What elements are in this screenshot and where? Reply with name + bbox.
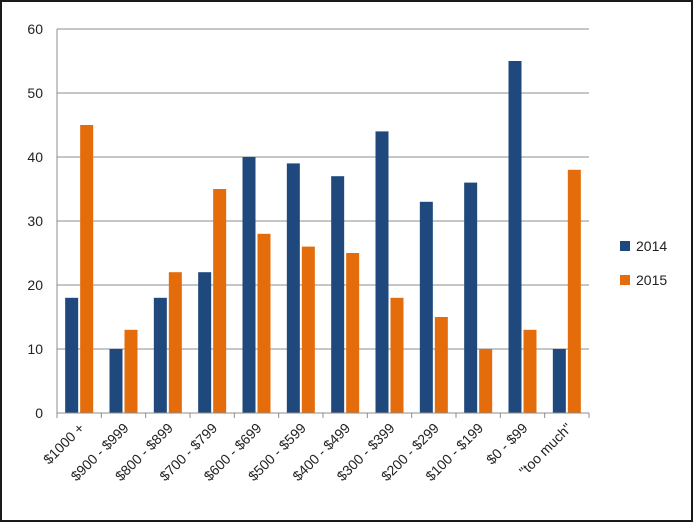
bar-2015-0 — [80, 125, 94, 413]
bar-2014-9 — [464, 182, 478, 413]
y-tick-label: 10 — [27, 341, 43, 357]
bar-2015-7 — [390, 297, 404, 413]
legend-label-2014: 2014 — [636, 238, 667, 254]
bar-2014-2 — [153, 297, 167, 413]
bar-2014-4 — [242, 157, 256, 413]
legend: 2014 2015 — [620, 238, 667, 288]
bar-2014-3 — [198, 272, 212, 413]
bar-2014-8 — [419, 201, 433, 413]
bar-2015-3 — [213, 189, 227, 413]
bar-2014-0 — [65, 297, 79, 413]
bar-2015-1 — [124, 329, 138, 413]
y-tick-label: 40 — [27, 149, 43, 165]
bar-2014-6 — [331, 176, 345, 413]
bar-2015-9 — [479, 349, 493, 413]
bar-2014-1 — [109, 349, 123, 413]
bar-2014-10 — [508, 61, 522, 413]
y-tick-label: 30 — [27, 213, 43, 229]
y-tick-label: 50 — [27, 85, 43, 101]
bar-2015-8 — [434, 317, 448, 413]
bars — [65, 61, 581, 413]
bar-2015-2 — [168, 272, 182, 413]
gridlines — [57, 28, 589, 350]
legend-label-2015: 2015 — [636, 272, 667, 288]
bar-2015-6 — [346, 253, 360, 413]
bar-2015-11 — [567, 169, 581, 413]
bar-2014-7 — [375, 131, 389, 413]
legend-swatch-2014 — [620, 241, 630, 251]
y-tick-label: 60 — [27, 21, 43, 37]
y-tick-label: 0 — [35, 405, 43, 421]
bar-2014-5 — [286, 163, 300, 413]
bar-2015-10 — [523, 329, 537, 413]
bar-2015-5 — [301, 246, 315, 413]
legend-swatch-2015 — [620, 275, 630, 285]
bar-2014-11 — [552, 349, 566, 413]
y-tick-label: 20 — [27, 277, 43, 293]
bar-2015-4 — [257, 233, 271, 413]
